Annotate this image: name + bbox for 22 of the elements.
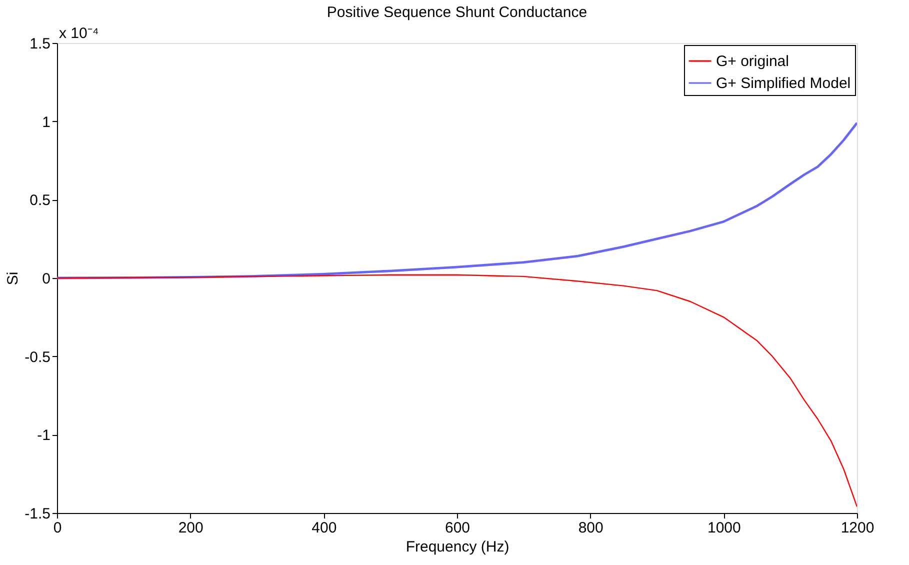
y-tick-label: 0.5 [30, 192, 50, 210]
x-tick-label: 0 [53, 520, 62, 536]
y-tick-label: 1.5 [30, 36, 50, 52]
line-series [57, 274, 857, 508]
y-tick-label: -0.5 [24, 348, 50, 366]
chart-title: Positive Sequence Shunt Conductance [326, 4, 588, 21]
y-tick-label: 0 [42, 270, 50, 288]
x-tick-label: 600 [444, 520, 470, 536]
x-tick-label: 400 [312, 520, 337, 536]
legend-label: G+ Simplified Model [716, 75, 851, 92]
legend-label: G+ original [716, 53, 789, 70]
x-tick-label: 800 [578, 520, 604, 536]
y-tick-label: 1 [42, 114, 50, 131]
line-series [57, 122, 857, 280]
x-axis-title: Frequency (Hz) [406, 538, 510, 556]
x-tick-label: 200 [178, 520, 204, 536]
y-tick-label: -1 [37, 427, 50, 444]
y-tick-label: -1.5 [24, 506, 50, 522]
x-tick-label: 1000 [707, 520, 741, 536]
x-tick-label: 1200 [840, 520, 874, 536]
y-axis-title: Si [4, 272, 22, 286]
text: x 10⁻⁴ [59, 25, 99, 42]
